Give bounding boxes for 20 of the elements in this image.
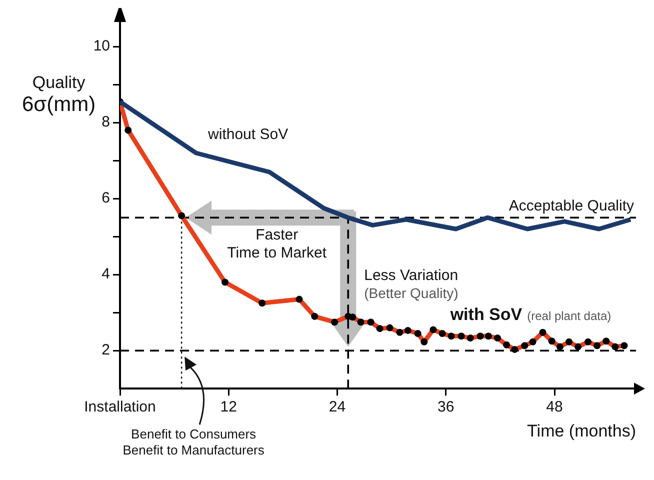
y-tick-label: 2 bbox=[102, 342, 110, 359]
text: Benefit to Manufacturers bbox=[122, 442, 265, 458]
y-tick-label: 6 bbox=[102, 190, 110, 207]
x-axis-title: Time (months) bbox=[527, 421, 636, 440]
x-tick-label: 24 bbox=[328, 398, 346, 416]
x-tick-label: 48 bbox=[546, 398, 563, 416]
x-tick-label: Installation bbox=[84, 398, 156, 416]
series-label: without SoV bbox=[207, 126, 288, 143]
y-axis-title: Quality 6σ(mm) bbox=[22, 72, 96, 116]
y-tick-label: 4 bbox=[102, 266, 110, 283]
text: Benefit to Consumers bbox=[131, 426, 257, 442]
annotation: Less Variation (Better Quality) bbox=[364, 267, 458, 302]
y-tick-label: 10 bbox=[93, 38, 110, 55]
annotation: (real plant data) bbox=[527, 309, 612, 324]
x-tick-label: 12 bbox=[220, 398, 237, 416]
x-tick-label: 36 bbox=[438, 398, 454, 416]
ref-line-label: Acceptable Quality bbox=[508, 198, 634, 215]
series-label: with SoV bbox=[449, 305, 523, 324]
y-tick-label: 8 bbox=[102, 114, 110, 131]
annotation: Faster Time to Market bbox=[227, 226, 328, 262]
